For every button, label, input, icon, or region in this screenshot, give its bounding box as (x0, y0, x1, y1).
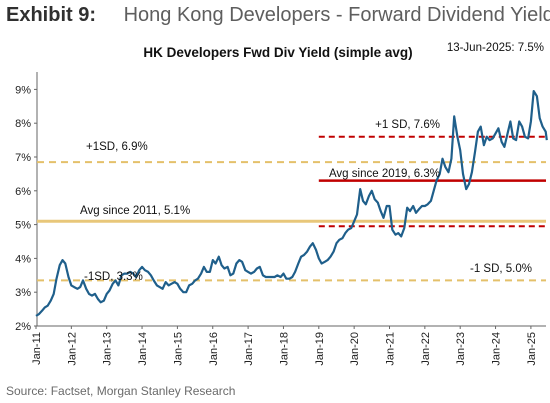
x-tick-label: Jan-14 (137, 332, 149, 366)
y-tick-label: 7% (15, 152, 31, 164)
minus-1sd-2011-label: -1SD, 3.3% (84, 271, 143, 283)
x-tick-label: Jan-25 (526, 332, 538, 366)
avg-2011-label: Avg since 2011, 5.1% (80, 205, 190, 217)
x-tick-label: Jan-22 (420, 332, 432, 366)
x-tick-label: Jan-18 (278, 332, 290, 366)
x-tick-label: Jan-17 (243, 332, 255, 366)
latest-value-label: 13-Jun-2025: 7.5% (447, 42, 544, 54)
plus-1sd-2019-label: +1 SD, 7.6% (375, 119, 440, 131)
x-tick-label: Jan-21 (385, 332, 397, 366)
x-tick-label: Jan-12 (66, 332, 78, 366)
x-tick-label: Jan-13 (102, 332, 114, 366)
minus-1sd-2019-label: -1 SD, 5.0% (470, 263, 532, 275)
exhibit-title: Hong Kong Developers - Forward Dividend … (123, 4, 550, 26)
x-tick-label: Jan-16 (208, 332, 220, 366)
x-tick-label: Jan-20 (349, 332, 361, 366)
x-tick-label: Jan-24 (491, 332, 503, 366)
x-tick-label: Jan-11 (31, 332, 43, 365)
y-tick-label: 3% (15, 287, 31, 299)
exhibit-header: Exhibit 9: Hong Kong Developers - Forwar… (6, 4, 550, 27)
x-tick-label: Jan-23 (455, 332, 467, 366)
y-tick-label: 4% (15, 253, 31, 265)
x-tick-label: Jan-19 (314, 332, 326, 366)
chart-plot-area: 2% 3% 4% 5% 6% 7% 8% 9% Jan-11 Jan-12 Jan-13 Jan-14… (15, 72, 548, 366)
y-tick-label: 2% (15, 321, 31, 333)
dividend-yield-series-line (35, 90, 548, 317)
exhibit-number: Exhibit 9: (6, 4, 97, 26)
y-tick-label: 6% (15, 186, 31, 198)
x-tick-label: Jan-15 (172, 332, 184, 366)
source-note: Source: Factset, Morgan Stanley Research (6, 384, 236, 398)
avg-2019-label: Avg since 2019, 6.3% (329, 168, 440, 180)
chart-title: HK Developers Fwd Div Yield (simple avg) (143, 45, 412, 60)
y-tick-label: 5% (15, 220, 31, 232)
plus-1sd-2011-label: +1SD, 6.9% (86, 141, 148, 153)
y-tick-label: 9% (15, 84, 31, 96)
y-tick-label: 8% (15, 118, 31, 130)
